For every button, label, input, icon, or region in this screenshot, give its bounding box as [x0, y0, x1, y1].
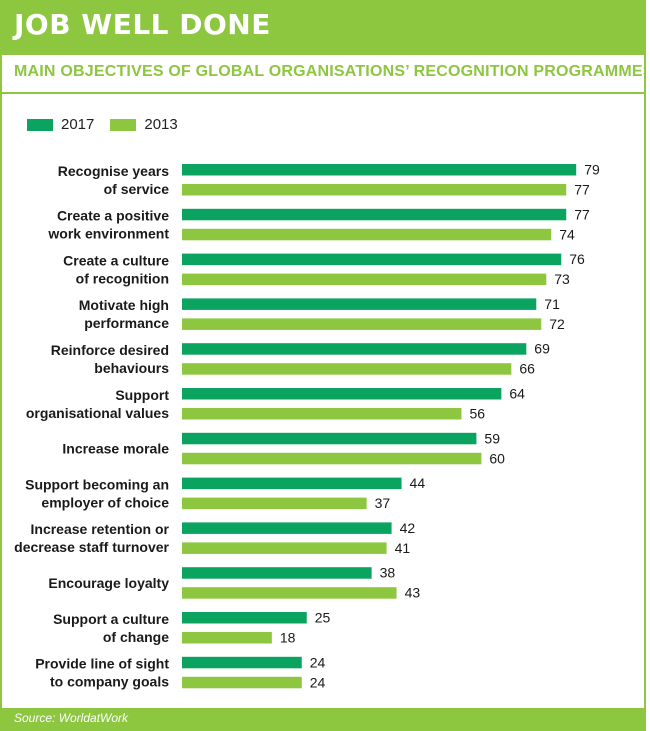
source-note: Source: WorldatWork: [14, 711, 129, 725]
data-label-2017: 44: [410, 475, 426, 491]
bar-2013: [182, 452, 482, 465]
legend-swatch-2013: [110, 118, 137, 131]
legend-label-2013: 2013: [144, 116, 178, 133]
category-label: decrease staff turnover: [14, 539, 169, 555]
data-label-2013: 66: [519, 361, 535, 377]
category-label: to company goals: [50, 674, 169, 690]
bar-2013: [182, 632, 272, 644]
bar-2017: [182, 522, 392, 534]
bar-2017: [182, 164, 577, 176]
category-label: work environment: [47, 226, 169, 242]
data-label-2017: 38: [380, 565, 396, 581]
category-label: Increase retention or: [31, 521, 170, 537]
legend-item-2013: 2013: [110, 116, 178, 133]
bar-2017: [182, 253, 562, 266]
category-label: organisational values: [26, 405, 169, 421]
page-title: JOB WELL DONE: [14, 8, 271, 41]
chart-subtitle: MAIN OBJECTIVES OF GLOBAL ORGANISATIONS’…: [14, 63, 646, 80]
category-label: Encourage loyalty: [48, 575, 169, 591]
bar-2017: [182, 298, 537, 310]
data-label-2013: 43: [405, 585, 421, 601]
category-label: Provide line of sight: [35, 656, 169, 672]
category-label: Support becoming an: [25, 476, 169, 492]
category-label: employer of choice: [41, 494, 169, 510]
bar-2017: [182, 612, 307, 624]
data-label-2017: 64: [509, 386, 525, 402]
bar-2013: [182, 587, 397, 599]
category-label: Increase morale: [62, 441, 169, 457]
category-label: of service: [104, 181, 170, 197]
bar-2013: [182, 542, 387, 554]
data-label-2017: 69: [534, 341, 550, 357]
legend-item-2017: 2017: [27, 116, 94, 133]
category-label: of change: [103, 629, 169, 645]
bar-2017: [182, 208, 567, 221]
chart-legend: 2017 2013: [27, 116, 194, 133]
category-label: Motivate high: [79, 297, 169, 313]
data-label-2013: 41: [395, 540, 411, 556]
data-label-2017: 77: [574, 206, 590, 222]
category-label: performance: [84, 315, 169, 331]
bar-2017: [182, 432, 477, 445]
data-label-2013: 74: [559, 226, 575, 242]
category-label: behaviours: [94, 360, 169, 376]
data-label-2013: 24: [310, 674, 326, 690]
data-label-2017: 59: [484, 430, 500, 446]
data-label-2017: 24: [310, 654, 326, 670]
bar-2013: [182, 497, 367, 510]
data-label-2013: 77: [574, 182, 590, 198]
bar-2013: [182, 273, 547, 286]
category-label: Reinforce desired: [51, 342, 169, 358]
bar-2013: [182, 676, 302, 689]
bar-2013: [182, 408, 462, 420]
data-label-2013: 18: [280, 630, 296, 646]
bar-2013: [182, 318, 542, 330]
category-label: Support: [115, 387, 169, 403]
bar-2013: [182, 184, 567, 196]
data-label-2013: 60: [489, 450, 505, 466]
data-label-2013: 37: [375, 495, 391, 511]
data-label-2017: 76: [569, 251, 585, 267]
data-label-2017: 71: [544, 296, 560, 312]
category-label: Recognise years: [58, 163, 169, 179]
bar-chart: Recognise years of service 79 77 Create a po…: [14, 162, 600, 691]
bar-2017: [182, 567, 372, 579]
data-label-2017: 42: [400, 520, 416, 536]
data-label-2013: 56: [469, 406, 485, 422]
bar-2017: [182, 388, 502, 400]
legend-label-2017: 2017: [61, 116, 95, 133]
footer-bar: Source: WorldatWork: [2, 708, 644, 729]
bar-2017: [182, 656, 302, 669]
data-label-2017: 79: [584, 162, 600, 178]
divider: [2, 92, 644, 94]
category-label: Create a positive: [57, 208, 169, 224]
category-label: Support a culture: [53, 611, 169, 627]
category-label: of recognition: [76, 270, 169, 286]
data-label-2017: 25: [315, 610, 331, 626]
bar-2013: [182, 228, 552, 241]
bar-2017: [182, 477, 402, 490]
bar-2017: [182, 343, 527, 355]
title-bar: JOB WELL DONE: [2, 0, 644, 55]
data-label-2013: 73: [554, 271, 570, 287]
legend-swatch-2017: [27, 118, 53, 131]
category-label: Create a culture: [63, 252, 169, 268]
bar-2013: [182, 363, 512, 375]
data-label-2013: 72: [549, 316, 565, 332]
